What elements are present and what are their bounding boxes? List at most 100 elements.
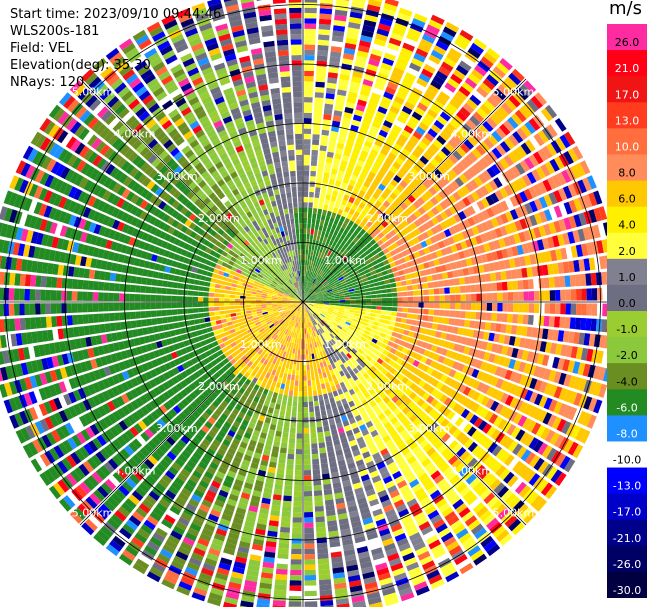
velocity-gate bbox=[290, 358, 294, 365]
velocity-gate bbox=[419, 327, 427, 334]
velocity-gate bbox=[307, 297, 313, 301]
velocity-gate bbox=[380, 310, 387, 315]
velocity-gate bbox=[334, 320, 340, 325]
velocity-gate bbox=[450, 244, 458, 253]
velocity-gate bbox=[554, 472, 567, 486]
velocity-gate bbox=[358, 189, 366, 197]
velocity-gate bbox=[372, 192, 380, 200]
velocity-gate bbox=[348, 16, 362, 25]
velocity-gate bbox=[409, 135, 420, 145]
velocity-gate bbox=[555, 137, 567, 151]
velocity-gate bbox=[330, 130, 339, 138]
velocity-gate bbox=[387, 42, 400, 52]
velocity-gate bbox=[296, 433, 303, 439]
velocity-gate bbox=[512, 131, 524, 144]
velocity-gate bbox=[490, 272, 497, 282]
velocity-gate bbox=[486, 386, 495, 397]
velocity-gate bbox=[425, 59, 439, 70]
velocity-gate bbox=[327, 320, 333, 325]
velocity-gate bbox=[329, 217, 335, 224]
velocity-gate bbox=[277, 547, 289, 554]
velocity-gate bbox=[573, 376, 582, 390]
velocity-gate bbox=[469, 275, 476, 284]
velocity-gate bbox=[303, 265, 305, 271]
velocity-gate bbox=[373, 38, 387, 47]
velocity-gate bbox=[275, 574, 288, 581]
velocity-gate bbox=[387, 152, 397, 161]
velocity-gate bbox=[472, 330, 480, 339]
velocity-gate bbox=[466, 228, 475, 238]
velocity-gate bbox=[303, 417, 309, 423]
velocity-gate bbox=[303, 300, 308, 302]
velocity-gate bbox=[316, 257, 320, 263]
velocity-gate bbox=[428, 351, 436, 359]
velocity-gate bbox=[391, 307, 398, 312]
velocity-gate bbox=[322, 308, 328, 312]
velocity-gate bbox=[374, 174, 383, 183]
velocity-gate bbox=[526, 99, 539, 113]
velocity-gate bbox=[317, 275, 322, 281]
velocity-gate bbox=[330, 51, 342, 58]
velocity-gate bbox=[349, 247, 355, 254]
velocity-gate bbox=[369, 341, 376, 348]
velocity-gate bbox=[339, 306, 345, 309]
velocity-gate bbox=[312, 305, 318, 309]
velocity-gate bbox=[298, 386, 303, 392]
velocity-gate bbox=[338, 323, 344, 328]
velocity-gate bbox=[310, 176, 316, 182]
velocity-gate bbox=[314, 92, 324, 98]
velocity-gate bbox=[580, 318, 587, 331]
velocity-gate bbox=[310, 432, 317, 439]
velocity-gate bbox=[421, 255, 428, 263]
velocity-gate bbox=[448, 318, 455, 326]
velocity-gate bbox=[305, 249, 309, 255]
velocity-gate bbox=[507, 292, 514, 301]
velocity-gate bbox=[416, 340, 423, 347]
velocity-gate bbox=[303, 223, 307, 229]
velocity-gate bbox=[568, 260, 575, 273]
velocity-gate bbox=[352, 281, 358, 286]
velocity-gate bbox=[460, 294, 466, 302]
velocity-gate bbox=[529, 377, 538, 390]
velocity-gate bbox=[319, 378, 325, 385]
velocity-gate bbox=[572, 444, 584, 459]
velocity-gate bbox=[307, 288, 311, 293]
velocity-gate bbox=[501, 313, 508, 323]
velocity-gate bbox=[329, 228, 335, 235]
velocity-gate bbox=[469, 320, 476, 329]
velocity-gate bbox=[583, 194, 593, 208]
velocity-gate bbox=[432, 242, 441, 251]
velocity-gate bbox=[375, 313, 381, 318]
velocity-gate bbox=[396, 286, 403, 292]
velocity-gate bbox=[533, 133, 545, 147]
velocity-gate bbox=[386, 268, 393, 274]
velocity-gate bbox=[289, 585, 302, 592]
velocity-gate bbox=[393, 327, 400, 333]
velocity-gate bbox=[320, 463, 329, 470]
velocity-gate bbox=[318, 263, 322, 270]
velocity-gate bbox=[553, 205, 563, 218]
velocity-gate bbox=[503, 357, 511, 368]
velocity-gate bbox=[281, 511, 291, 518]
velocity-gate bbox=[570, 303, 577, 315]
velocity-gate bbox=[348, 273, 355, 278]
velocity-gate bbox=[519, 191, 529, 203]
velocity-gate bbox=[378, 347, 385, 354]
velocity-gate bbox=[543, 382, 553, 395]
velocity-gate bbox=[367, 345, 374, 352]
velocity-gate bbox=[413, 345, 421, 353]
velocity-gate bbox=[319, 264, 324, 270]
velocity-gate bbox=[497, 84, 510, 97]
velocity-gate bbox=[583, 379, 592, 394]
velocity-gate bbox=[567, 183, 578, 197]
velocity-gate bbox=[357, 99, 367, 107]
velocity-gate bbox=[377, 170, 386, 179]
velocity-gate bbox=[308, 302, 314, 303]
velocity-gate bbox=[304, 322, 306, 329]
velocity-gate bbox=[303, 297, 305, 302]
velocity-gate bbox=[316, 309, 322, 313]
velocity-gate bbox=[503, 408, 514, 420]
velocity-gate bbox=[304, 49, 315, 56]
velocity-gate bbox=[323, 305, 329, 308]
velocity-gate bbox=[373, 220, 381, 228]
